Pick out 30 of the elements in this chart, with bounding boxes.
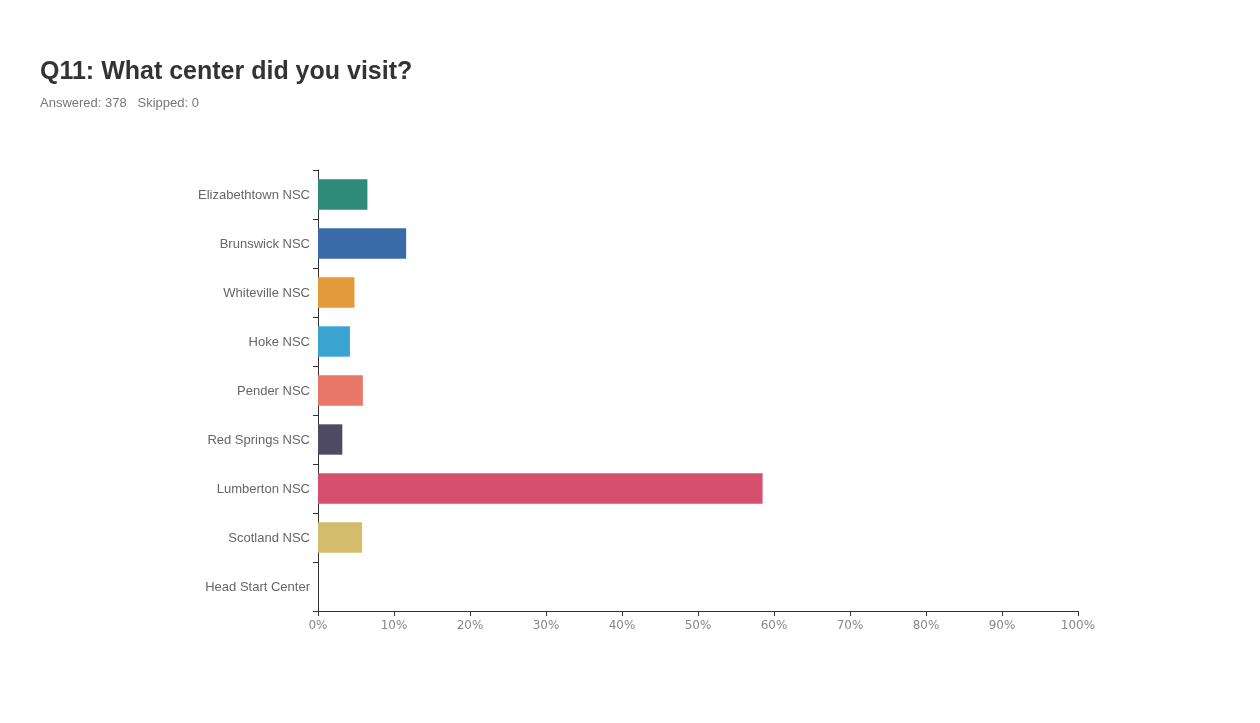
bar [318, 522, 363, 553]
bar [318, 179, 368, 210]
y-tick-label: Whiteville NSC [223, 285, 310, 300]
bar [318, 375, 363, 406]
x-tick-label: 60% [760, 618, 788, 632]
chart-title: Q11: What center did you visit? [40, 55, 413, 84]
x-tick-label: 50% [684, 618, 712, 632]
x-tick-label: 100% [1060, 618, 1096, 632]
x-tick-label: 0% [308, 618, 328, 632]
bar [318, 473, 763, 504]
y-tick-label: Lumberton NSC [216, 481, 310, 496]
bar [318, 277, 355, 308]
y-tick-label: Red Springs NSC [207, 432, 310, 447]
x-tick-label: 80% [912, 618, 940, 632]
bar [318, 424, 343, 455]
y-tick-label: Brunswick NSC [219, 236, 310, 251]
x-tick-label: 10% [380, 618, 408, 632]
y-tick-label: Head Start Center [205, 579, 311, 594]
y-tick-label: Elizabethtown NSC [198, 187, 310, 202]
bar [318, 326, 350, 357]
x-tick-label: 90% [988, 618, 1016, 632]
y-tick-label: Hoke NSC [248, 334, 310, 349]
x-tick-label: 30% [532, 618, 560, 632]
x-tick-label: 70% [836, 618, 864, 632]
x-tick-label: 20% [456, 618, 484, 632]
bar [318, 228, 407, 259]
x-tick-label: 40% [608, 618, 636, 632]
text: Answered: 378 Skipped: 0 [40, 95, 199, 110]
y-tick-label: Pender NSC [237, 383, 310, 398]
y-tick-label: Scotland NSC [228, 530, 310, 545]
